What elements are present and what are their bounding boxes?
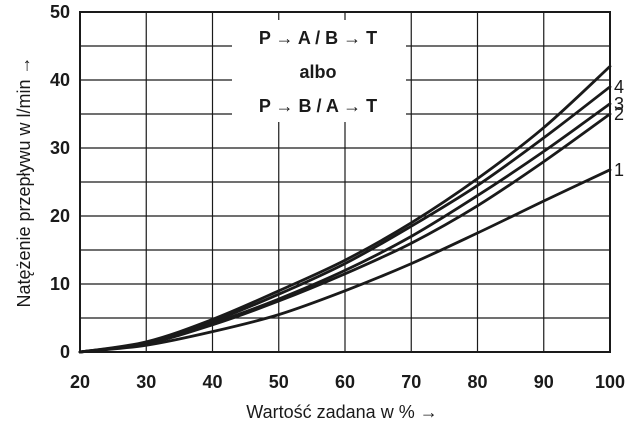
plot-frame	[79, 11, 611, 353]
flow-direction-line-2: P → B / A → T	[259, 96, 377, 116]
x-tick-label: 70	[401, 372, 421, 392]
flow-direction-or: albo	[299, 62, 336, 82]
x-axis-label: Wartość zadana w % →	[246, 402, 437, 422]
flow-direction-line-1: P → A / B → T	[259, 28, 377, 48]
series-label-3: 3	[614, 94, 624, 114]
y-tick-label: 50	[50, 2, 70, 22]
series-line-1	[78, 168, 612, 354]
x-tick-label: 60	[335, 372, 355, 392]
x-tick-label: 30	[136, 372, 156, 392]
y-tick-label: 0	[60, 342, 70, 362]
x-tick-label: 20	[70, 372, 90, 392]
series-label-4: 4	[614, 77, 624, 97]
series-layer	[78, 65, 612, 354]
y-axis-label: Natężenie przepływu w l/min →	[14, 56, 34, 307]
y-tick-labels: 0 10 20 30 40 50	[50, 2, 70, 362]
x-tick-label: 40	[202, 372, 222, 392]
y-tick-label: 40	[50, 70, 70, 90]
y-tick-label: 20	[50, 206, 70, 226]
x-tick-label: 50	[269, 372, 289, 392]
series-line-5	[78, 65, 612, 354]
y-tick-label: 10	[50, 274, 70, 294]
series-label-1: 1	[614, 160, 624, 180]
series-labels: 1 234	[614, 77, 624, 180]
flow-direction-annotation: P → A / B → T albo P → B / A → T	[232, 20, 406, 122]
x-tick-label: 100	[595, 372, 625, 392]
plot-border	[79, 11, 611, 353]
y-tick-label: 30	[50, 138, 70, 158]
series-label-2: 2	[614, 104, 624, 124]
x-tick-labels: 20 30 40 50 60 70 80 90 100	[70, 372, 625, 392]
annotation-background	[232, 20, 406, 122]
x-tick-label: 90	[534, 372, 554, 392]
x-tick-label: 80	[467, 372, 487, 392]
